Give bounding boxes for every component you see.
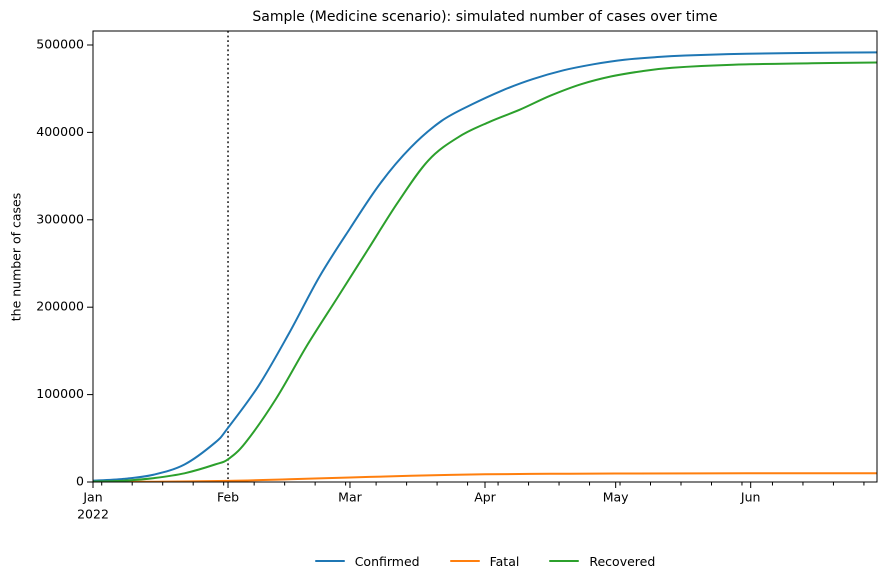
series-line-fatal — [93, 472, 877, 482]
legend-item-recovered: Recovered — [549, 554, 655, 569]
fatal-line-icon — [449, 560, 480, 562]
legend: Confirmed Fatal Recovered — [93, 549, 877, 573]
x-axis-year-label: 2022 — [77, 507, 109, 522]
x-tick-label: Jan — [82, 490, 102, 505]
x-tick-label: Feb — [217, 490, 239, 505]
confirmed-line-icon — [314, 560, 345, 562]
legend-label-confirmed: Confirmed — [354, 553, 420, 569]
legend-label-recovered: Recovered — [589, 553, 656, 569]
chart-title: Sample (Medicine scenario): simulated nu… — [252, 9, 718, 25]
x-tick-label: Apr — [474, 490, 496, 505]
legend-item-fatal: Fatal — [449, 553, 520, 569]
legend-item-confirmed: Confirmed — [314, 553, 420, 569]
y-tick-label: 100000 — [36, 386, 84, 401]
legend-label-fatal: Fatal — [489, 553, 520, 569]
x-tick-label: May — [603, 490, 629, 505]
y-tick-label: 0 — [76, 474, 84, 489]
series-line-recovered — [93, 61, 877, 482]
recovered-line-icon — [549, 560, 580, 562]
series-line-confirmed — [93, 51, 877, 482]
x-tick-label: Mar — [338, 490, 362, 505]
x-tick-label: Jun — [740, 490, 761, 505]
y-tick-label: 400000 — [36, 124, 84, 139]
y-tick-label: 200000 — [36, 299, 84, 314]
y-tick-label: 500000 — [36, 36, 84, 51]
y-tick-label: 300000 — [36, 211, 84, 226]
